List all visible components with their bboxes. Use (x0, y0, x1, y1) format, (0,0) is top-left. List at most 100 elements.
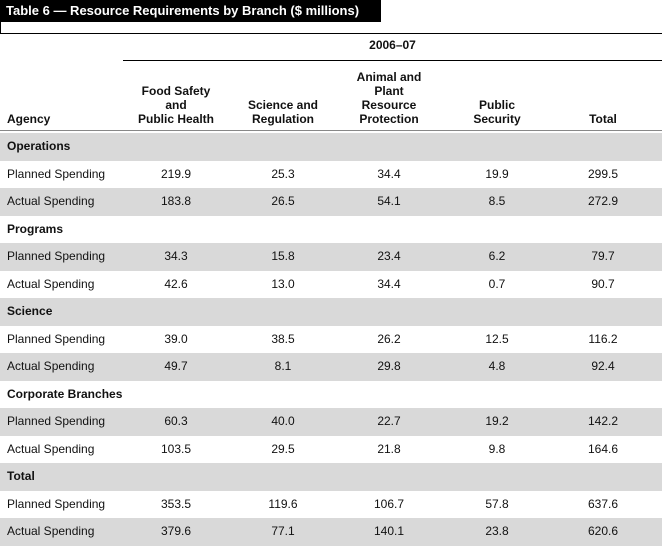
value-cell: 42.6 (164, 276, 188, 291)
value-cell: 379.6 (160, 524, 192, 538)
data-row: Actual Spending 379.6 77.1 140.1 23.8 620.6 (0, 518, 662, 546)
value-cell: 23.8 (485, 524, 509, 538)
value-cell: 26.5 (271, 194, 295, 208)
value-cell: 4.8 (488, 359, 506, 373)
value-cell: 8.5 (488, 194, 506, 208)
row-label: Planned Spending (7, 166, 106, 181)
column-header: Agency (7, 60, 107, 126)
value-cell: 0.7 (488, 276, 506, 291)
group-label: Programs (7, 221, 64, 236)
group-row: Programs (0, 215, 662, 243)
value-cell: 38.5 (271, 331, 295, 346)
value-cell: 90.7 (591, 276, 615, 291)
value-cell: 103.5 (160, 441, 192, 456)
data-row: Actual Spending 49.7 8.1 29.8 4.8 92.4 (0, 353, 662, 381)
value-cell: 26.2 (377, 331, 401, 346)
value-cell: 637.6 (587, 496, 619, 511)
row-label: Actual Spending (7, 276, 95, 291)
group-label: Corporate Branches (7, 386, 123, 401)
group-row: Corporate Branches (0, 380, 662, 408)
header-line: Public Health (137, 112, 214, 126)
row-label: Planned Spending (7, 414, 106, 428)
value-cell: 29.5 (271, 441, 295, 456)
value-cell: 21.8 (377, 441, 401, 456)
header-line: Plant (374, 84, 404, 98)
header-line: Resource (361, 98, 417, 112)
column-header: Animal and Plant Resource Protection (329, 60, 449, 126)
value-cell: 272.9 (587, 194, 619, 208)
value-cell: 12.5 (485, 331, 509, 346)
value-cell: 34.4 (377, 276, 401, 291)
value-cell: 34.3 (164, 249, 188, 263)
value-cell: 164.6 (587, 441, 619, 456)
header-line: and (165, 98, 187, 112)
value-cell: 106.7 (373, 496, 405, 511)
value-cell: 39.0 (164, 331, 188, 346)
group-label: Operations (7, 139, 71, 153)
data-row: Planned Spending 353.5 119.6 106.7 57.8 637.6 (0, 490, 662, 518)
value-cell: 22.7 (377, 414, 401, 428)
value-cell: 15.8 (271, 249, 295, 263)
group-row: Total (0, 463, 662, 491)
value-cell: 34.4 (377, 166, 401, 181)
period-rule (123, 60, 662, 61)
data-row: Planned Spending 34.3 15.8 23.4 6.2 79.7 (0, 243, 662, 271)
value-cell: 9.8 (488, 441, 506, 456)
row-label: Actual Spending (7, 359, 95, 373)
header-line: Regulation (252, 112, 314, 126)
period-header: 2006–07 (369, 38, 416, 52)
group-label: Science (7, 304, 53, 318)
row-label: Planned Spending (7, 249, 106, 263)
value-cell: 6.2 (488, 249, 506, 263)
data-row: Planned Spending 219.9 25.3 34.4 19.9 299.5 (0, 160, 662, 188)
value-cell: 19.2 (485, 414, 509, 428)
value-cell: 140.1 (373, 524, 405, 538)
data-row: Planned Spending 39.0 38.5 26.2 12.5 116.2 (0, 325, 662, 353)
header-line: Public (478, 98, 515, 112)
group-label: Total (7, 469, 35, 483)
row-label: Planned Spending (7, 496, 106, 511)
value-cell: 142.2 (587, 414, 619, 428)
header-line: Agency (7, 112, 51, 126)
column-header: Food Safety and Public Health (116, 60, 236, 126)
value-cell: 54.1 (377, 194, 401, 208)
table-title: Table 6 — Resource Requirements by Branc… (0, 0, 381, 22)
header-line: Science and (247, 98, 319, 112)
column-header: Public Security (437, 60, 557, 126)
value-cell: 77.1 (271, 524, 295, 538)
value-cell: 8.1 (274, 359, 292, 373)
value-cell: 299.5 (587, 166, 619, 181)
value-cell: 19.9 (485, 166, 509, 181)
header-line: Security (473, 112, 521, 126)
frame-left (0, 22, 1, 34)
value-cell: 92.4 (591, 359, 615, 373)
value-cell: 29.8 (377, 359, 401, 373)
row-label: Actual Spending (7, 441, 95, 456)
value-cell: 620.6 (587, 524, 619, 538)
value-cell: 60.3 (164, 414, 188, 428)
header-line: Food Safety (141, 84, 211, 98)
value-cell: 353.5 (160, 496, 192, 511)
value-cell: 79.7 (591, 249, 615, 263)
value-cell: 49.7 (164, 359, 188, 373)
data-row: Actual Spending 183.8 26.5 54.1 8.5 272.9 (0, 188, 662, 216)
group-row: Science (0, 298, 662, 326)
value-cell: 13.0 (271, 276, 295, 291)
header-line: Animal and (356, 70, 422, 84)
data-row: Actual Spending 42.6 13.0 34.4 0.7 90.7 (0, 270, 662, 298)
frame-top (0, 33, 662, 34)
header-rule (0, 130, 662, 131)
group-row: Operations (0, 133, 662, 161)
row-label: Planned Spending (7, 331, 106, 346)
data-row: Planned Spending 60.3 40.0 22.7 19.2 142.2 (0, 408, 662, 436)
value-cell: 40.0 (271, 414, 295, 428)
header-line: Total (589, 112, 617, 126)
header-line: Protection (359, 112, 419, 126)
row-label: Actual Spending (7, 194, 95, 208)
value-cell: 25.3 (271, 166, 295, 181)
column-header: Science and Regulation (223, 60, 343, 126)
value-cell: 116.2 (588, 331, 618, 346)
value-cell: 119.6 (268, 496, 298, 511)
value-cell: 57.8 (485, 496, 509, 511)
